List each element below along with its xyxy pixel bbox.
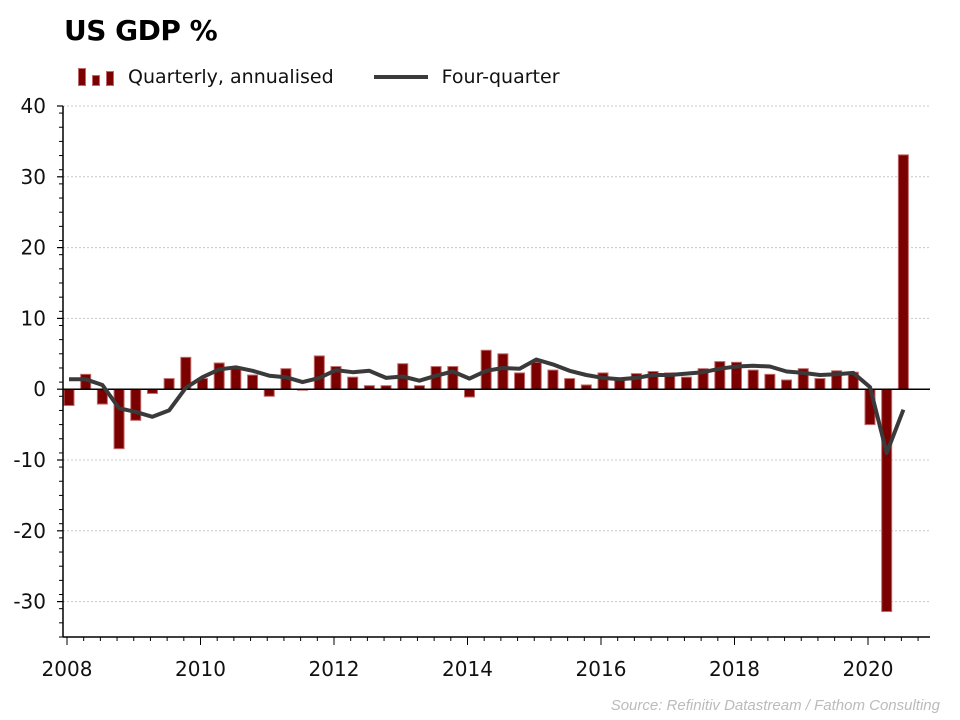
- y-tick-label: 40: [21, 94, 46, 118]
- legend-label-quarterly: Quarterly, annualised: [128, 66, 334, 88]
- bar: [247, 374, 259, 390]
- bar: [564, 378, 576, 390]
- y-tick-label: 10: [21, 306, 46, 330]
- legend: Quarterly, annualised Four-quarter: [78, 64, 560, 90]
- bar: [497, 353, 509, 390]
- bar: [614, 379, 626, 390]
- bar: [530, 361, 542, 390]
- four-quarter-line: [69, 357, 906, 455]
- bar: [764, 373, 776, 390]
- bar: [897, 154, 909, 390]
- chart-title: US GDP %: [64, 14, 218, 47]
- bar: [747, 369, 759, 390]
- bar: [814, 378, 826, 390]
- bar: [881, 388, 893, 613]
- legend-bars-swatch-icon: [78, 68, 114, 86]
- bar: [514, 372, 526, 390]
- bar: [230, 367, 242, 390]
- gridlines: [63, 105, 930, 603]
- y-tick-label: -10: [13, 448, 46, 472]
- legend-label-four-quarter: Four-quarter: [441, 66, 560, 88]
- bar: [680, 376, 692, 390]
- x-tick-label: 2012: [309, 657, 360, 681]
- bar: [313, 355, 325, 390]
- bar: [113, 388, 125, 450]
- bar: [464, 388, 475, 398]
- bar: [714, 361, 726, 390]
- x-tick-label: 2020: [843, 657, 894, 681]
- y-tick-label: 30: [21, 165, 46, 189]
- x-tick-label: 2010: [175, 657, 226, 681]
- legend-line-swatch-icon: [373, 75, 428, 79]
- x-tick-labels: 2008 2010 2012 2014 2016 2018 2020: [42, 657, 894, 681]
- bar: [781, 379, 793, 390]
- bar: [63, 388, 75, 406]
- bar: [163, 378, 175, 390]
- y-tick-labels: 40 30 20 10 0 -10 -20 -30: [13, 94, 46, 614]
- bar: [263, 388, 275, 397]
- axes: [57, 105, 930, 645]
- x-tick-label: 2014: [442, 657, 493, 681]
- x-tick-label: 2018: [709, 657, 760, 681]
- y-tick-label: 0: [33, 377, 46, 401]
- y-tick-label: -20: [13, 519, 46, 543]
- bar-series: [63, 154, 909, 613]
- x-tick-label: 2008: [42, 657, 93, 681]
- source-note: Source: Refinitiv Datastream / Fathom Co…: [610, 697, 940, 714]
- bar: [547, 369, 559, 390]
- x-tick-label: 2016: [576, 657, 627, 681]
- bar: [213, 362, 225, 390]
- y-tick-label: -30: [13, 590, 46, 614]
- bar: [347, 376, 359, 390]
- bar: [130, 388, 142, 421]
- y-tick-label: 20: [21, 236, 46, 260]
